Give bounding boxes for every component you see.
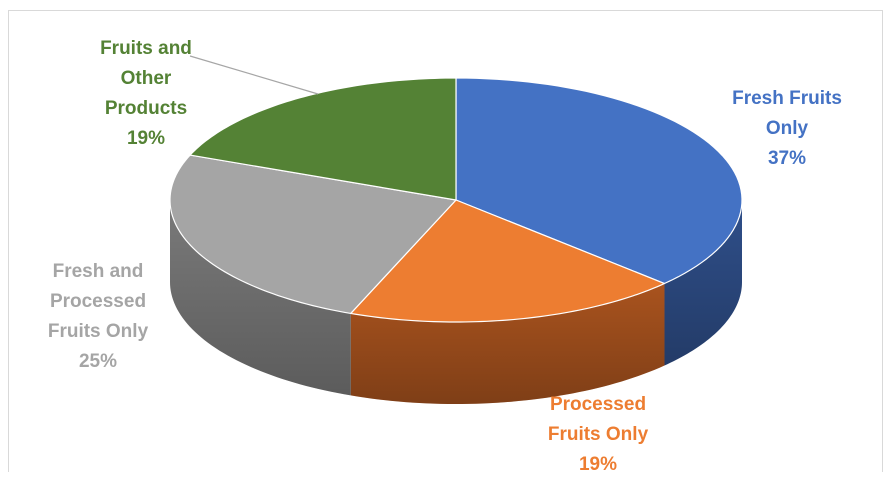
data-label-3-line-3: 19%	[127, 128, 165, 149]
data-label-2-line-3: 25%	[79, 351, 117, 372]
data-label-3-line-0: Fruits and	[100, 38, 192, 59]
pie-slice-processed-fruits-only	[350, 199, 666, 323]
pie-top	[169, 77, 743, 323]
pie-side-shade-2	[170, 200, 351, 396]
data-label-0: Fresh Fruits Only 37%	[732, 88, 842, 169]
pie-side-walls	[170, 200, 742, 404]
data-label-1: Processed Fruits Only 19%	[548, 394, 649, 475]
data-label-1-line-2: 19%	[579, 454, 617, 475]
data-label-3-line-1: Other	[121, 68, 172, 89]
chart-border	[8, 10, 883, 472]
pie-side-shade-0	[664, 200, 742, 366]
data-label-0-line-1: Only	[766, 118, 809, 139]
pie-side-shade-1	[350, 283, 665, 404]
pie-slice-fresh-and-processed-fruits-only	[169, 154, 457, 315]
data-label-1-line-0: Processed	[550, 394, 646, 415]
data-label-3: Fruits and Other Products 19%	[100, 38, 192, 149]
data-label-3-line-2: Products	[105, 98, 187, 119]
data-label-0-line-2: 37%	[768, 148, 806, 169]
pie-slice-fresh-fruits-only	[455, 77, 743, 285]
label-leader-line	[189, 55, 319, 95]
data-label-2-line-1: Processed	[50, 291, 146, 312]
data-label-0-line-0: Fresh Fruits	[732, 88, 842, 109]
data-label-1-line-1: Fruits Only	[548, 424, 649, 445]
data-label-2-line-2: Fruits Only	[48, 321, 149, 342]
pie-slice-fruits-and-other-products	[189, 77, 457, 201]
data-label-2: Fresh and Processed Fruits Only 25%	[48, 261, 149, 372]
data-label-2-line-0: Fresh and	[53, 261, 144, 282]
